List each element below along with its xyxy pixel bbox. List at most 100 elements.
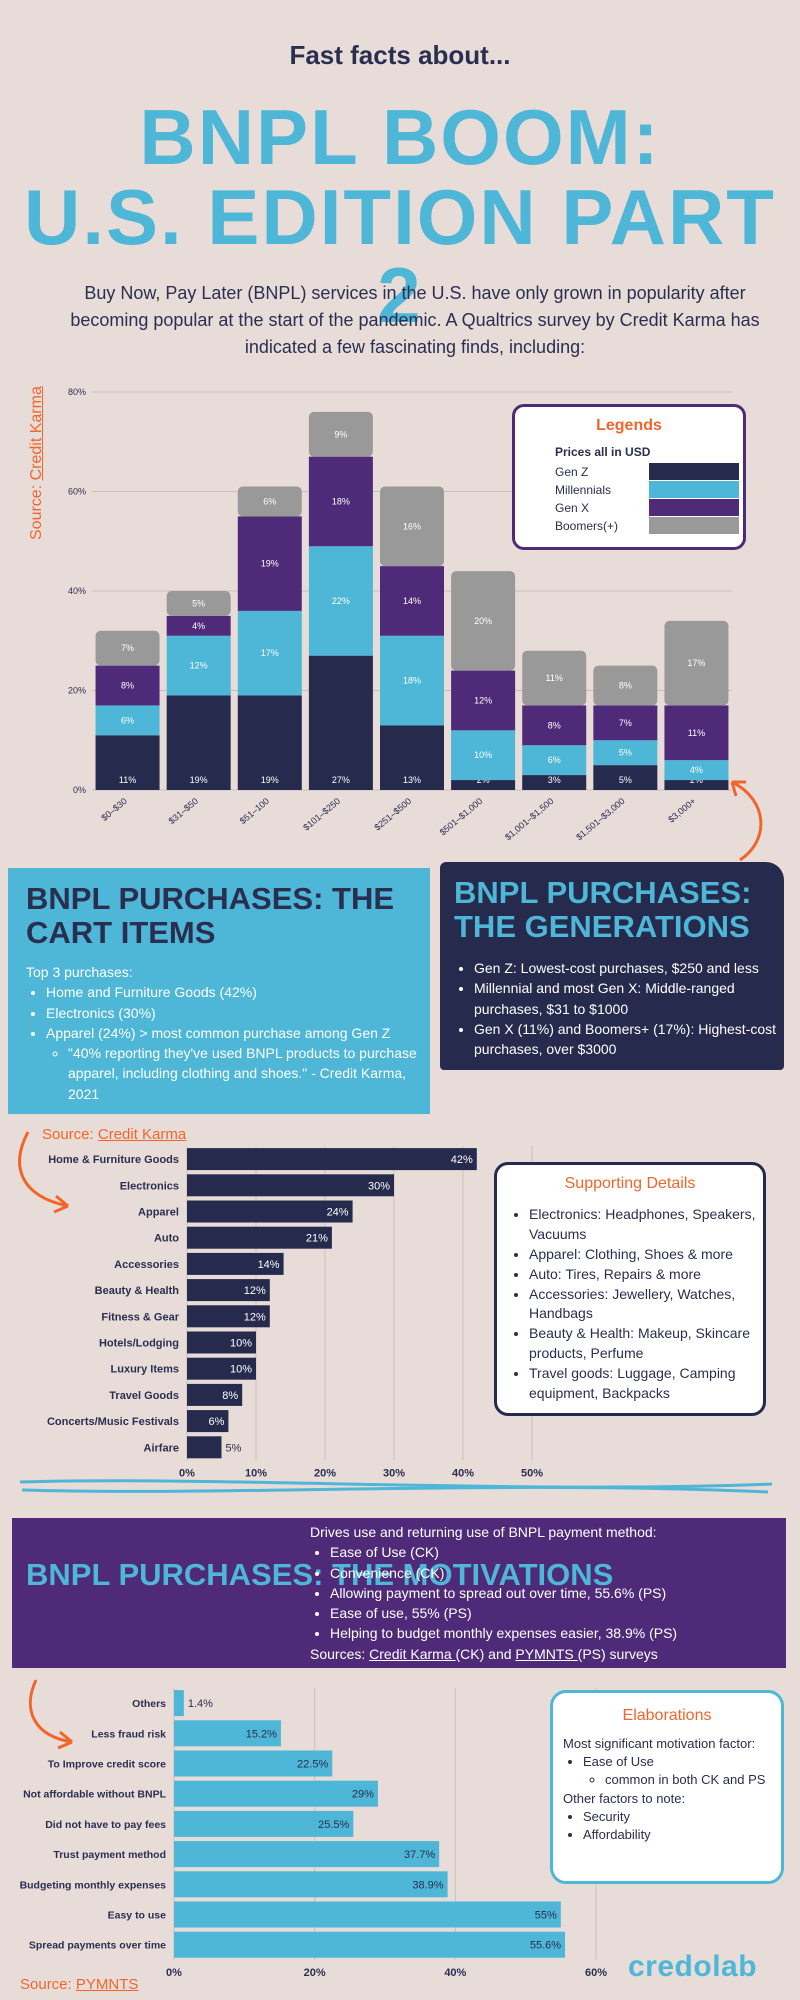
legend-label: Millennials	[555, 483, 612, 497]
list-item: common in both CK and PS	[605, 1771, 778, 1789]
legend-label: Boomers(+)	[555, 519, 619, 533]
bar	[187, 1252, 284, 1275]
bar-segment	[166, 695, 231, 790]
bar-segment	[380, 635, 444, 726]
source-link-pymnts-2[interactable]: PYMNTS	[75, 1976, 139, 1993]
data-label: 8%	[548, 720, 561, 730]
supporting-details-box: Supporting Details Electronics: Headphon…	[494, 1162, 766, 1416]
bar-segment	[237, 516, 302, 611]
data-label: 12%	[474, 695, 492, 705]
source-link-pymnts[interactable]: PYMNTS	[515, 1645, 578, 1662]
list-item: Travel goods: Luggage, Camping equipment…	[529, 1364, 759, 1404]
category-label: Hotels/Lodging	[99, 1338, 179, 1350]
data-label: 6%	[548, 755, 561, 765]
list-item: Millennial and most Gen X: Middle-ranged…	[474, 978, 784, 1019]
cart-items-panel: BNPL PURCHASES: THE CART ITEMS Top 3 pur…	[8, 868, 430, 1114]
y-tick-label: 40%	[68, 586, 86, 596]
source-link-credit-karma-2[interactable]: Credit Karma	[97, 1126, 187, 1143]
y-tick-label: 80%	[68, 387, 86, 397]
category-label: Less fraud risk	[91, 1728, 166, 1740]
legend-item-gen-z: Gen Z	[555, 463, 739, 481]
bar-segment	[664, 760, 729, 781]
source-link-credit-karma-3[interactable]: Credit Karma	[369, 1645, 456, 1662]
data-label: 37.7%	[404, 1849, 435, 1861]
legend-label: Gen Z	[555, 465, 589, 479]
cart-items-body: Top 3 purchases: Home and Furniture Good…	[26, 962, 426, 1104]
bar-segment	[593, 765, 658, 790]
motivations-sources: Sources: Credit Karma (CK) and PYMNTS (P…	[310, 1644, 780, 1664]
page-title-line-2: U.S. EDITION PART 2	[24, 173, 776, 339]
data-label: 18%	[403, 676, 421, 686]
legend-swatch	[649, 481, 739, 498]
data-label: 9%	[334, 429, 347, 439]
bar-segment	[308, 655, 373, 790]
x-tick-label: 50%	[521, 1467, 543, 1479]
list-item: Home and Furniture Goods (42%)	[46, 982, 426, 1002]
data-label: 5%	[192, 598, 205, 608]
bar-segment	[308, 546, 373, 656]
data-label: 10%	[474, 750, 492, 760]
category-label: Apparel	[138, 1207, 179, 1219]
motivations-panel: BNPL PURCHASES: THE MOTIVATIONS Drives u…	[12, 1518, 786, 1668]
data-label: 18%	[332, 496, 350, 506]
motivations-intro: Drives use and returning use of BNPL pay…	[310, 1524, 657, 1540]
bar-segment	[451, 571, 516, 671]
bar-segment	[593, 705, 658, 741]
data-label: 19%	[261, 559, 279, 569]
bar	[187, 1200, 353, 1223]
bar	[187, 1305, 270, 1328]
data-label: 17%	[687, 658, 705, 668]
bar	[187, 1410, 229, 1433]
credolab-logo: credolab	[628, 1950, 758, 1983]
bar-segment	[380, 486, 444, 567]
data-label: 19%	[261, 775, 279, 785]
y-tick-label: 60%	[68, 487, 86, 497]
price-range-stacked-chart: 0% 20% 40% 60% 80% 11% 6% 8% 7% $0–$30 19% 12% 4% 5% $…	[68, 387, 732, 840]
data-label: 6%	[208, 1416, 224, 1428]
legend-note: Prices all in USD	[555, 445, 651, 459]
bar	[174, 1810, 354, 1837]
x-tick-label: 20%	[304, 1967, 326, 1979]
supporting-details-body: Electronics: Headphones, Speakers, Vacuu…	[509, 1205, 759, 1404]
bar-segment	[166, 635, 231, 696]
x-tick-label: $251–$500	[372, 796, 413, 833]
bar	[187, 1174, 394, 1197]
data-label: 22.5%	[297, 1759, 328, 1771]
legend-item-boomers: Boomers(+)	[555, 517, 739, 535]
list-item: Electronics: Headphones, Speakers, Vacuu…	[529, 1205, 759, 1245]
x-tick-label: $0–$30	[99, 796, 128, 823]
data-label: 22%	[332, 596, 350, 606]
data-label: 21%	[306, 1233, 328, 1245]
bar	[187, 1148, 477, 1171]
x-tick-label: $101–$250	[301, 796, 342, 833]
x-tick-label: 40%	[452, 1467, 474, 1479]
data-label: 5%	[619, 775, 632, 785]
category-label: Spread payments over time	[29, 1940, 166, 1952]
x-tick-label: $1,501–$3,000	[574, 796, 626, 840]
bar	[187, 1279, 270, 1302]
bar	[174, 1931, 566, 1958]
data-label: 38.9%	[412, 1879, 443, 1891]
data-label: 6%	[121, 715, 134, 725]
data-label: 14%	[403, 596, 421, 606]
bar	[187, 1357, 256, 1380]
bar-segment	[237, 610, 302, 696]
data-label: 25.5%	[318, 1819, 349, 1831]
bar-segment	[451, 670, 516, 731]
x-tick-label: 20%	[314, 1467, 336, 1479]
list-item: Gen X (11%) and Boomers+ (17%): Highest-…	[474, 1019, 784, 1060]
category-label: Electronics	[120, 1180, 179, 1192]
motivations-body: Drives use and returning use of BNPL pay…	[310, 1522, 780, 1664]
data-label: 12%	[244, 1285, 266, 1297]
category-label: Airfare	[144, 1442, 179, 1454]
bar-segment	[95, 630, 160, 666]
intro-text: Buy Now, Pay Later (BNPL) services in th…	[70, 283, 760, 357]
bar	[174, 1780, 378, 1807]
bar-segment	[522, 650, 587, 706]
data-label: 12%	[190, 661, 208, 671]
category-label: Auto	[154, 1233, 179, 1245]
cart-items-bar-chart: 0% 10% 20% 30% 40% 50% 42% Home & Furniture Goo…	[47, 1146, 543, 1479]
category-label: Did not have to pay fees	[45, 1819, 166, 1831]
bar-segment	[95, 665, 160, 706]
sources-prefix: Sources:	[310, 1645, 370, 1662]
